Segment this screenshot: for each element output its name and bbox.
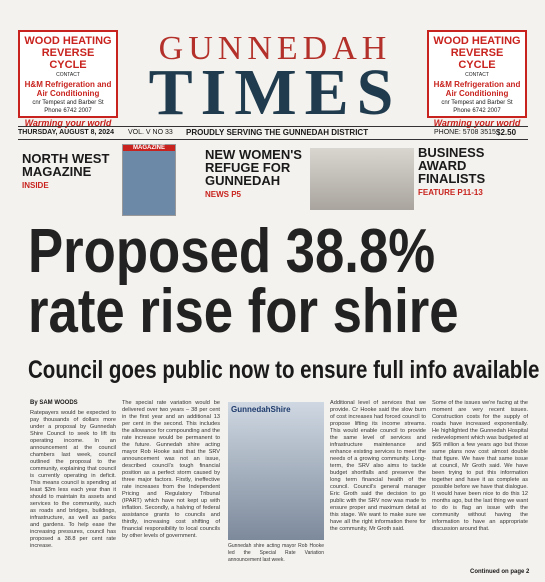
ad-address: cnr Tempest and Barber St bbox=[32, 100, 104, 106]
teaser: BUSINESS AWARD FINALISTS FEATURE P11-13 bbox=[418, 146, 528, 197]
subheadline: Council goes public now to ensure full i… bbox=[28, 356, 540, 384]
ad-business: H&M Refrigeration and Air Conditioning bbox=[24, 80, 112, 98]
byline: By SAM WOODS bbox=[30, 400, 78, 406]
teaser-title: BUSINESS AWARD FINALISTS bbox=[418, 145, 486, 186]
price: $2.50 bbox=[496, 128, 517, 137]
advert: WOOD HEATING REVERSE CYCLE CONTACT H&M R… bbox=[427, 30, 527, 128]
photo-banner: GunnedahShire bbox=[231, 405, 291, 414]
ad-contact: CONTACT bbox=[56, 72, 80, 78]
ad-phone: Phone 6742 2007 bbox=[44, 108, 92, 114]
teaser-title: NORTH WEST MAGAZINE bbox=[22, 151, 110, 179]
teaser: NEW WOMEN'S REFUGE FOR GUNNEDAH NEWS P5 bbox=[205, 148, 305, 199]
masthead-town: GUNNEDAH bbox=[158, 30, 392, 67]
ad-title: WOOD HEATING REVERSE CYCLE bbox=[433, 35, 521, 71]
caption: Gunnedah shire acting mayor Rob Hooke le… bbox=[228, 543, 324, 563]
headline-line: rate rise for shire bbox=[28, 277, 459, 346]
ad-tagline: Warming your world bbox=[24, 118, 112, 128]
headline: Proposed 38.8% rate rise for shire bbox=[28, 217, 459, 346]
column: Additional level of services that we pro… bbox=[330, 400, 426, 532]
phone: PHONE: 5708 3515 bbox=[434, 129, 496, 136]
column: Some of the issues we're facing at the m… bbox=[432, 400, 528, 532]
ad-contact: CONTACT bbox=[465, 72, 489, 78]
teaser-kicker: NEWS P5 bbox=[205, 190, 242, 199]
column: Ratepayers would be expected to pay thou… bbox=[30, 410, 116, 549]
magazine-label: MAGAZINE bbox=[123, 145, 175, 151]
teaser-kicker: FEATURE P11-13 bbox=[418, 188, 483, 197]
volume: VOL. V NO 33 bbox=[128, 129, 173, 136]
dateline: THURSDAY, AUGUST 8, 2024 VOL. V NO 33 PR… bbox=[18, 126, 528, 140]
motto: PROUDLY SERVING THE GUNNEDAH DISTRICT bbox=[186, 128, 369, 137]
headline-line: Proposed 38.8% bbox=[28, 217, 436, 286]
teaser-kicker: INSIDE bbox=[22, 181, 49, 190]
ad-tagline: Warming your world bbox=[433, 118, 521, 128]
ad-business: H&M Refrigeration and Air Conditioning bbox=[433, 80, 521, 98]
ad-title: WOOD HEATING REVERSE CYCLE bbox=[24, 35, 112, 71]
continued: Continued on page 2 bbox=[470, 569, 530, 575]
date: THURSDAY, AUGUST 8, 2024 bbox=[18, 129, 114, 136]
column: The special rate variation would be deli… bbox=[122, 400, 220, 539]
ad-phone: Phone 6742 2007 bbox=[453, 108, 501, 114]
photo bbox=[310, 148, 414, 210]
magazine-cover: MAGAZINE bbox=[122, 144, 176, 216]
teaser-title: NEW WOMEN'S REFUGE FOR GUNNEDAH bbox=[205, 147, 302, 188]
ad-address: cnr Tempest and Barber St bbox=[441, 100, 513, 106]
advert: WOOD HEATING REVERSE CYCLE CONTACT H&M R… bbox=[18, 30, 118, 128]
teaser: NORTH WEST MAGAZINE INSIDE bbox=[22, 152, 112, 190]
photo: GunnedahShire bbox=[228, 402, 324, 540]
masthead-name: TIMES bbox=[148, 56, 402, 129]
